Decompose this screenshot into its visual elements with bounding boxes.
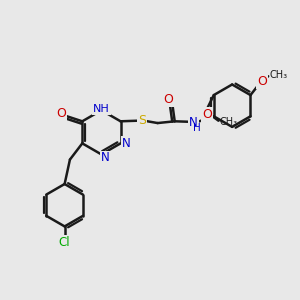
- Text: O: O: [56, 106, 66, 119]
- Text: CH₃: CH₃: [220, 117, 238, 127]
- Text: Cl: Cl: [59, 236, 70, 249]
- Text: S: S: [138, 114, 146, 127]
- Text: CH₃: CH₃: [270, 70, 288, 80]
- Text: N: N: [189, 116, 198, 129]
- Text: H: H: [193, 123, 201, 134]
- Text: NH: NH: [93, 104, 110, 114]
- Text: O: O: [202, 108, 211, 121]
- Text: N: N: [122, 137, 130, 150]
- Text: N: N: [100, 152, 109, 164]
- Text: O: O: [163, 93, 173, 106]
- Text: O: O: [257, 75, 267, 88]
